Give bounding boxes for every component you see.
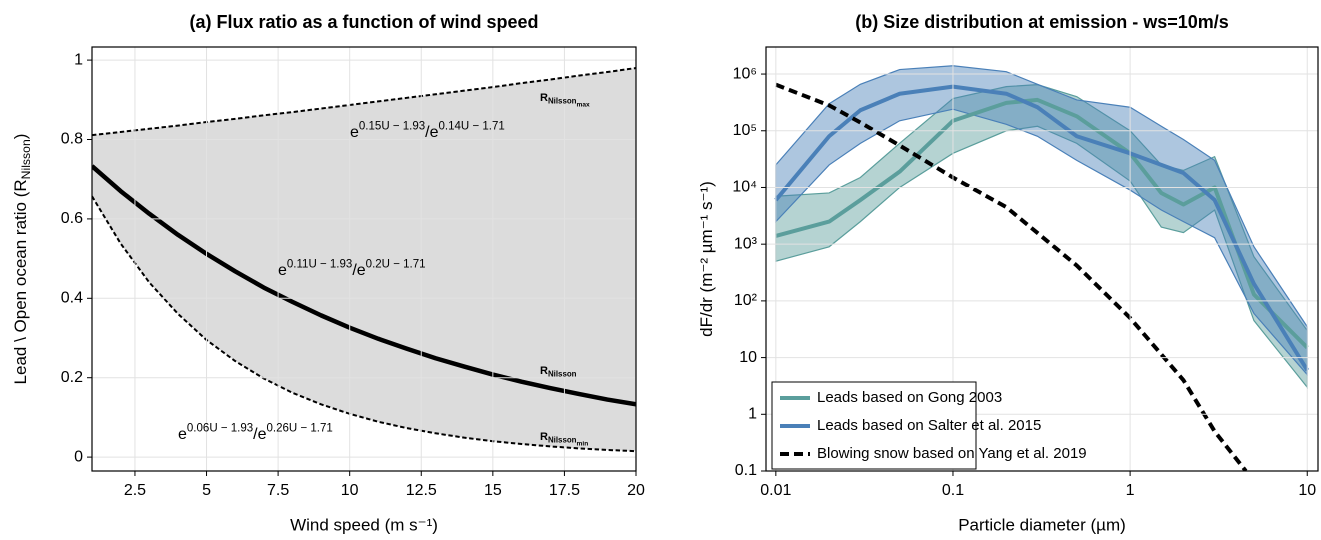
formula-annotation-part: 0.26U − 1.71 — [267, 422, 333, 434]
x-tick-label: 20 — [627, 482, 645, 499]
formula-annotation: e0.11U − 1.93/e0.2U − 1.71 — [278, 258, 426, 279]
plot-area — [92, 67, 636, 453]
y-tick-label: 1 — [748, 406, 757, 423]
line — [92, 164, 636, 407]
curve-label-part: Nilsson — [548, 96, 577, 105]
y-tick-label: 0 — [74, 448, 83, 465]
legend-label: Leads based on Gong 2003 — [817, 389, 1002, 406]
y-tick-label: 0.1 — [735, 462, 757, 479]
y-axis-label-part: Lead \ Open ocean ratio (R — [11, 179, 30, 384]
x-axis-label: Wind speed (m s⁻¹) — [290, 515, 438, 534]
formula-annotation-part: e — [350, 124, 359, 141]
chart-title: (b) Size distribution at emission - ws=1… — [855, 12, 1229, 32]
x-tick-label: 10 — [341, 482, 359, 499]
plot-area — [774, 65, 1309, 471]
y-tick-label: 0.4 — [61, 290, 83, 307]
formula-annotation: e0.15U − 1.93/e0.14U − 1.71 — [350, 120, 505, 141]
x-tick-label: 0.1 — [942, 482, 964, 499]
curve-label: RNilssonmax — [540, 92, 590, 108]
x-axis-label: Particle diameter (µm) — [958, 515, 1126, 534]
x-tick-label: 0.01 — [760, 482, 791, 499]
y-tick-label: 10³ — [734, 235, 758, 252]
y-tick-label: 10⁴ — [732, 179, 757, 196]
line — [774, 84, 1309, 372]
x-tick-label: 5 — [202, 482, 211, 499]
line — [92, 67, 636, 137]
chart-title: (a) Flux ratio as a function of wind spe… — [189, 12, 538, 32]
legend-label: Blowing snow based on Yang et al. 2019 — [817, 445, 1087, 462]
x-tick-label: 1 — [1126, 482, 1135, 499]
line — [775, 97, 1309, 350]
x-tick-label: 2.5 — [124, 482, 146, 499]
formula-annotation-part: /e — [425, 124, 438, 141]
formula-annotation-part: 0.2U − 1.71 — [366, 258, 426, 270]
axes-frame — [765, 46, 1319, 472]
curve-label-part: max — [577, 101, 591, 108]
legend-label: Leads based on Salter et al. 2015 — [817, 417, 1041, 434]
curve-label-part: Nilsson — [548, 435, 577, 444]
y-tick-label: 0.2 — [61, 369, 83, 386]
x-tick-label: 7.5 — [267, 482, 289, 499]
formula-annotation-part: /e — [352, 262, 365, 279]
y-axis-label-part: Nilsson — [19, 139, 33, 179]
formula-annotation-part: 0.15U − 1.93 — [359, 120, 425, 132]
x-tick-label: 12.5 — [406, 482, 437, 499]
curve-label-part: R — [540, 92, 548, 104]
curve-label-part: R — [540, 431, 548, 443]
y-tick-label: 10 — [739, 349, 757, 366]
formula-annotation-part: /e — [253, 426, 266, 443]
curve-label-part: Nilsson — [548, 369, 577, 378]
y-tick-label: 10² — [734, 292, 758, 309]
y-tick-label: 0.6 — [61, 210, 83, 227]
formula-annotation-part: e — [178, 426, 187, 443]
formula-annotation-part: e — [278, 262, 287, 279]
formula-annotation-part: 0.14U − 1.71 — [439, 120, 505, 132]
y-axis-label-part: ) — [11, 134, 30, 140]
x-tick-label: 10 — [1298, 482, 1316, 499]
axes-frame — [91, 46, 637, 472]
y-tick-label: 10⁵ — [733, 122, 757, 139]
formula-annotation-part: 0.11U − 1.93 — [287, 258, 352, 270]
y-axis-label-part: dF/dr (m⁻² µm⁻¹ s⁻¹) — [697, 181, 716, 337]
formula-annotation: e0.06U − 1.93/e0.26U − 1.71 — [178, 422, 333, 443]
x-tick-label: 17.5 — [549, 482, 580, 499]
y-axis-label: dF/dr (m⁻² µm⁻¹ s⁻¹) — [697, 181, 716, 337]
y-tick-label: 1 — [74, 51, 83, 68]
formula-annotation-part: 0.06U − 1.93 — [187, 422, 253, 434]
curve-label-part: min — [577, 440, 589, 447]
curve-label: RNilssonmin — [540, 431, 588, 447]
curve-label-part: R — [540, 365, 548, 377]
x-tick-label: 15 — [484, 482, 502, 499]
curve-label: RNilsson — [540, 365, 577, 378]
y-tick-label: 10⁶ — [733, 65, 757, 82]
y-tick-label: 0.8 — [61, 131, 83, 148]
y-axis-label: Lead \ Open ocean ratio (RNilsson) — [11, 134, 33, 385]
legend: Leads based on Gong 2003 Leads based on S… — [771, 381, 1087, 470]
